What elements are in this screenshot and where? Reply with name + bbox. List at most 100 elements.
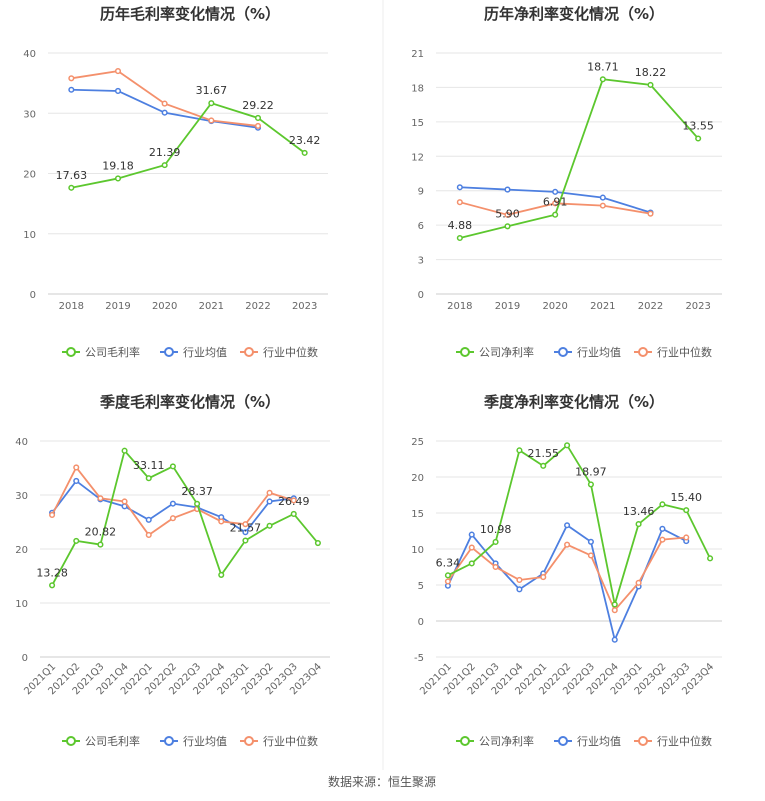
x-tick-label: 2023 bbox=[292, 301, 317, 312]
series-line-company bbox=[51, 448, 319, 586]
x-tick-label: 2023 bbox=[685, 301, 710, 312]
y-tick-label: 18 bbox=[411, 83, 424, 94]
data-label: 13.28 bbox=[36, 566, 68, 579]
y-tick-label: 0 bbox=[22, 653, 28, 664]
data-label: 4.88 bbox=[448, 219, 473, 232]
data-point-company bbox=[695, 135, 702, 142]
data-label: 28.37 bbox=[181, 485, 213, 498]
data-point-industry_median bbox=[145, 531, 152, 539]
y-tick-label: 21 bbox=[411, 49, 424, 60]
data-point-industry_median bbox=[161, 100, 168, 107]
data-point-industry_median bbox=[540, 574, 547, 581]
data-point-industry_median bbox=[97, 495, 104, 502]
x-tick-label: 2018 bbox=[59, 301, 84, 312]
data-point-company bbox=[707, 555, 714, 562]
x-tick-label: 2022 bbox=[638, 301, 663, 312]
data-point-company bbox=[49, 582, 56, 589]
data-label: 17.63 bbox=[56, 169, 88, 182]
chart-panel-1: 历年毛利率变化情况（%） 0 10 20 30 40 2018 2019 2020 2021 202… bbox=[23, 5, 328, 359]
legend-swatch-marker bbox=[558, 736, 568, 746]
chart-panel-2: 历年净利率变化情况（%） 0 3 6 9 12 15 18 21 2018 2019 2020 2021… bbox=[411, 5, 722, 359]
data-point-industry_median bbox=[599, 202, 606, 209]
data-point-industry_median bbox=[683, 534, 690, 541]
y-tick-label: 30 bbox=[15, 491, 28, 502]
data-point-industry_avg bbox=[587, 538, 594, 545]
data-point-industry_avg bbox=[242, 529, 249, 536]
data-label: 33.11 bbox=[133, 459, 165, 472]
data-point-industry_avg bbox=[564, 522, 571, 529]
legend-swatch-marker bbox=[558, 347, 568, 357]
data-point-industry_avg bbox=[169, 500, 176, 507]
data-point-company bbox=[254, 114, 262, 121]
data-point-industry_avg bbox=[161, 109, 168, 116]
legend-swatch-marker bbox=[66, 736, 76, 746]
data-label: 10.98 bbox=[480, 523, 512, 536]
data-label: 6.91 bbox=[543, 196, 568, 209]
legend-label: 行业中位数 bbox=[263, 734, 318, 748]
chart-title: 季度净利率变化情况（%） bbox=[484, 393, 664, 411]
legend-swatch-marker bbox=[164, 347, 174, 357]
y-tick-label: 15 bbox=[411, 118, 424, 129]
legend-label: 行业均值 bbox=[183, 735, 227, 748]
legend-swatch-marker bbox=[460, 736, 470, 746]
data-label: 21.39 bbox=[149, 146, 181, 159]
data-point-company bbox=[552, 211, 559, 218]
series-line-company bbox=[447, 443, 711, 605]
y-tick-label: 0 bbox=[30, 290, 36, 301]
data-point-company bbox=[540, 462, 547, 469]
data-point-company bbox=[161, 162, 168, 169]
x-tick-label: 2022 bbox=[245, 301, 270, 312]
data-label: 18.22 bbox=[635, 66, 667, 79]
chart-panel-4: 季度净利率变化情况（%）-505101520252021Q12021Q22021… bbox=[411, 393, 722, 748]
data-point-industry_avg bbox=[516, 586, 523, 593]
data-point-industry_median bbox=[208, 117, 215, 124]
data-point-industry_median bbox=[444, 578, 451, 585]
x-tick-label: 2020 bbox=[542, 301, 567, 312]
data-point-company bbox=[114, 175, 122, 182]
data-point-company bbox=[145, 475, 152, 482]
data-point-company bbox=[635, 521, 642, 528]
data-label: 23.42 bbox=[289, 134, 321, 147]
data-point-company bbox=[647, 81, 654, 88]
data-point-company bbox=[456, 234, 463, 242]
legend-label: 行业均值 bbox=[183, 346, 227, 359]
data-point-industry_avg bbox=[456, 184, 463, 191]
data-label: 20.82 bbox=[85, 526, 117, 539]
x-tick-label: 2021 bbox=[590, 301, 615, 312]
data-point-industry_median bbox=[218, 518, 225, 525]
y-tick-label: 10 bbox=[23, 230, 36, 241]
chart-title: 历年净利率变化情况（%） bbox=[484, 5, 664, 23]
data-label: 5.90 bbox=[495, 207, 520, 220]
data-point-industry_avg bbox=[552, 188, 559, 195]
data-point-industry_avg bbox=[659, 525, 666, 532]
data-point-industry_median bbox=[114, 68, 122, 75]
series-line-industry_median bbox=[71, 70, 259, 127]
legend-label: 行业均值 bbox=[577, 735, 621, 748]
data-point-industry_avg bbox=[68, 86, 75, 93]
legend-swatch-marker bbox=[244, 347, 254, 357]
data-point-company bbox=[208, 100, 215, 107]
data-point-company bbox=[314, 540, 321, 547]
chart-title: 历年毛利率变化情况（%） bbox=[100, 5, 280, 23]
y-tick-label: 10 bbox=[15, 599, 28, 610]
data-point-industry_median bbox=[504, 211, 511, 218]
chart-panel-3: 季度毛利率变化情况（%）0102030402021Q12021Q22021Q32… bbox=[15, 393, 330, 748]
data-point-industry_median bbox=[169, 515, 176, 522]
legend-swatch-marker bbox=[638, 347, 648, 357]
data-point-industry_avg bbox=[266, 498, 273, 505]
data-point-industry_median bbox=[659, 536, 666, 543]
data-point-industry_median bbox=[564, 541, 571, 548]
data-label: 18.71 bbox=[587, 60, 619, 73]
y-tick-label: 40 bbox=[15, 437, 28, 448]
series-line-company bbox=[459, 78, 699, 239]
y-tick-label: 6 bbox=[418, 221, 424, 232]
data-point-company bbox=[492, 538, 499, 545]
data-label: 29.22 bbox=[242, 99, 274, 112]
legend-swatch-marker bbox=[460, 347, 470, 357]
data-point-company bbox=[73, 537, 80, 544]
x-tick-label: 2019 bbox=[495, 301, 520, 312]
legend-label: 公司净利率 bbox=[479, 345, 534, 359]
data-point-company bbox=[587, 481, 594, 488]
y-tick-label: 10 bbox=[411, 545, 424, 556]
data-point-company bbox=[121, 447, 128, 454]
